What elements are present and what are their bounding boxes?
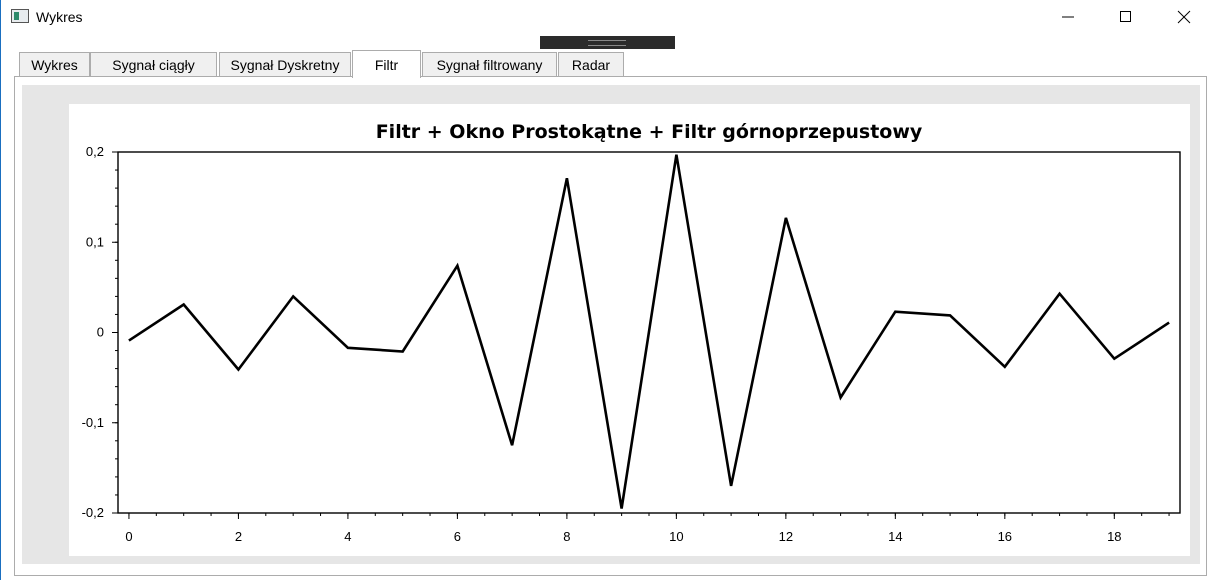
x-tick-label: 4 [344, 529, 351, 544]
grip-icon [588, 40, 626, 46]
x-tick-label: 12 [779, 529, 793, 544]
window-title: Wykres [36, 9, 83, 25]
chart-area [69, 104, 1190, 556]
panel-drag-handle[interactable] [540, 36, 675, 49]
x-tick-label: 2 [235, 529, 242, 544]
close-icon [1177, 10, 1191, 24]
x-tick-label: 10 [669, 529, 683, 544]
minimize-icon [1062, 16, 1074, 18]
x-axis: 0 2 4 6 8 10 12 14 16 18 [125, 513, 1170, 544]
y-tick-label: 0,2 [86, 144, 104, 159]
tab-filtr[interactable]: Filtr [352, 50, 421, 78]
title-bar[interactable]: Wykres [1, 0, 1214, 34]
x-tick-label: 14 [888, 529, 902, 544]
window-border [0, 0, 1, 580]
tab-radar[interactable]: Radar [558, 52, 624, 76]
tab-sygnal-filtrowany[interactable]: Sygnał filtrowany [422, 52, 557, 76]
y-tick-label: 0 [97, 325, 104, 340]
minimize-button[interactable] [1039, 0, 1097, 34]
maximize-button[interactable] [1097, 0, 1155, 34]
x-tick-label: 16 [998, 529, 1012, 544]
close-button[interactable] [1155, 0, 1213, 34]
x-tick-label: 6 [454, 529, 461, 544]
x-tick-label: 18 [1107, 529, 1121, 544]
y-tick-label: 0,1 [86, 234, 104, 249]
y-tick-label: -0,2 [82, 505, 104, 520]
x-tick-label: 8 [563, 529, 570, 544]
x-tick-label: 0 [125, 529, 132, 544]
app-window-icon [11, 9, 29, 23]
tab-wykres[interactable]: Wykres [19, 52, 90, 76]
y-axis: -0,2 -0,1 0 0,1 0,2 [82, 144, 118, 520]
chart-title: Filtr + Okno Prostokątne + Filtr górnopr… [376, 121, 923, 143]
maximize-icon [1120, 11, 1131, 22]
series-line [128, 154, 1170, 509]
tab-sygnal-dyskretny[interactable]: Sygnał Dyskretny [219, 52, 351, 76]
tab-sygnal-ciagly[interactable]: Sygnał ciągły [90, 52, 217, 76]
series-layer [128, 154, 1170, 509]
y-tick-label: -0,1 [82, 415, 104, 430]
